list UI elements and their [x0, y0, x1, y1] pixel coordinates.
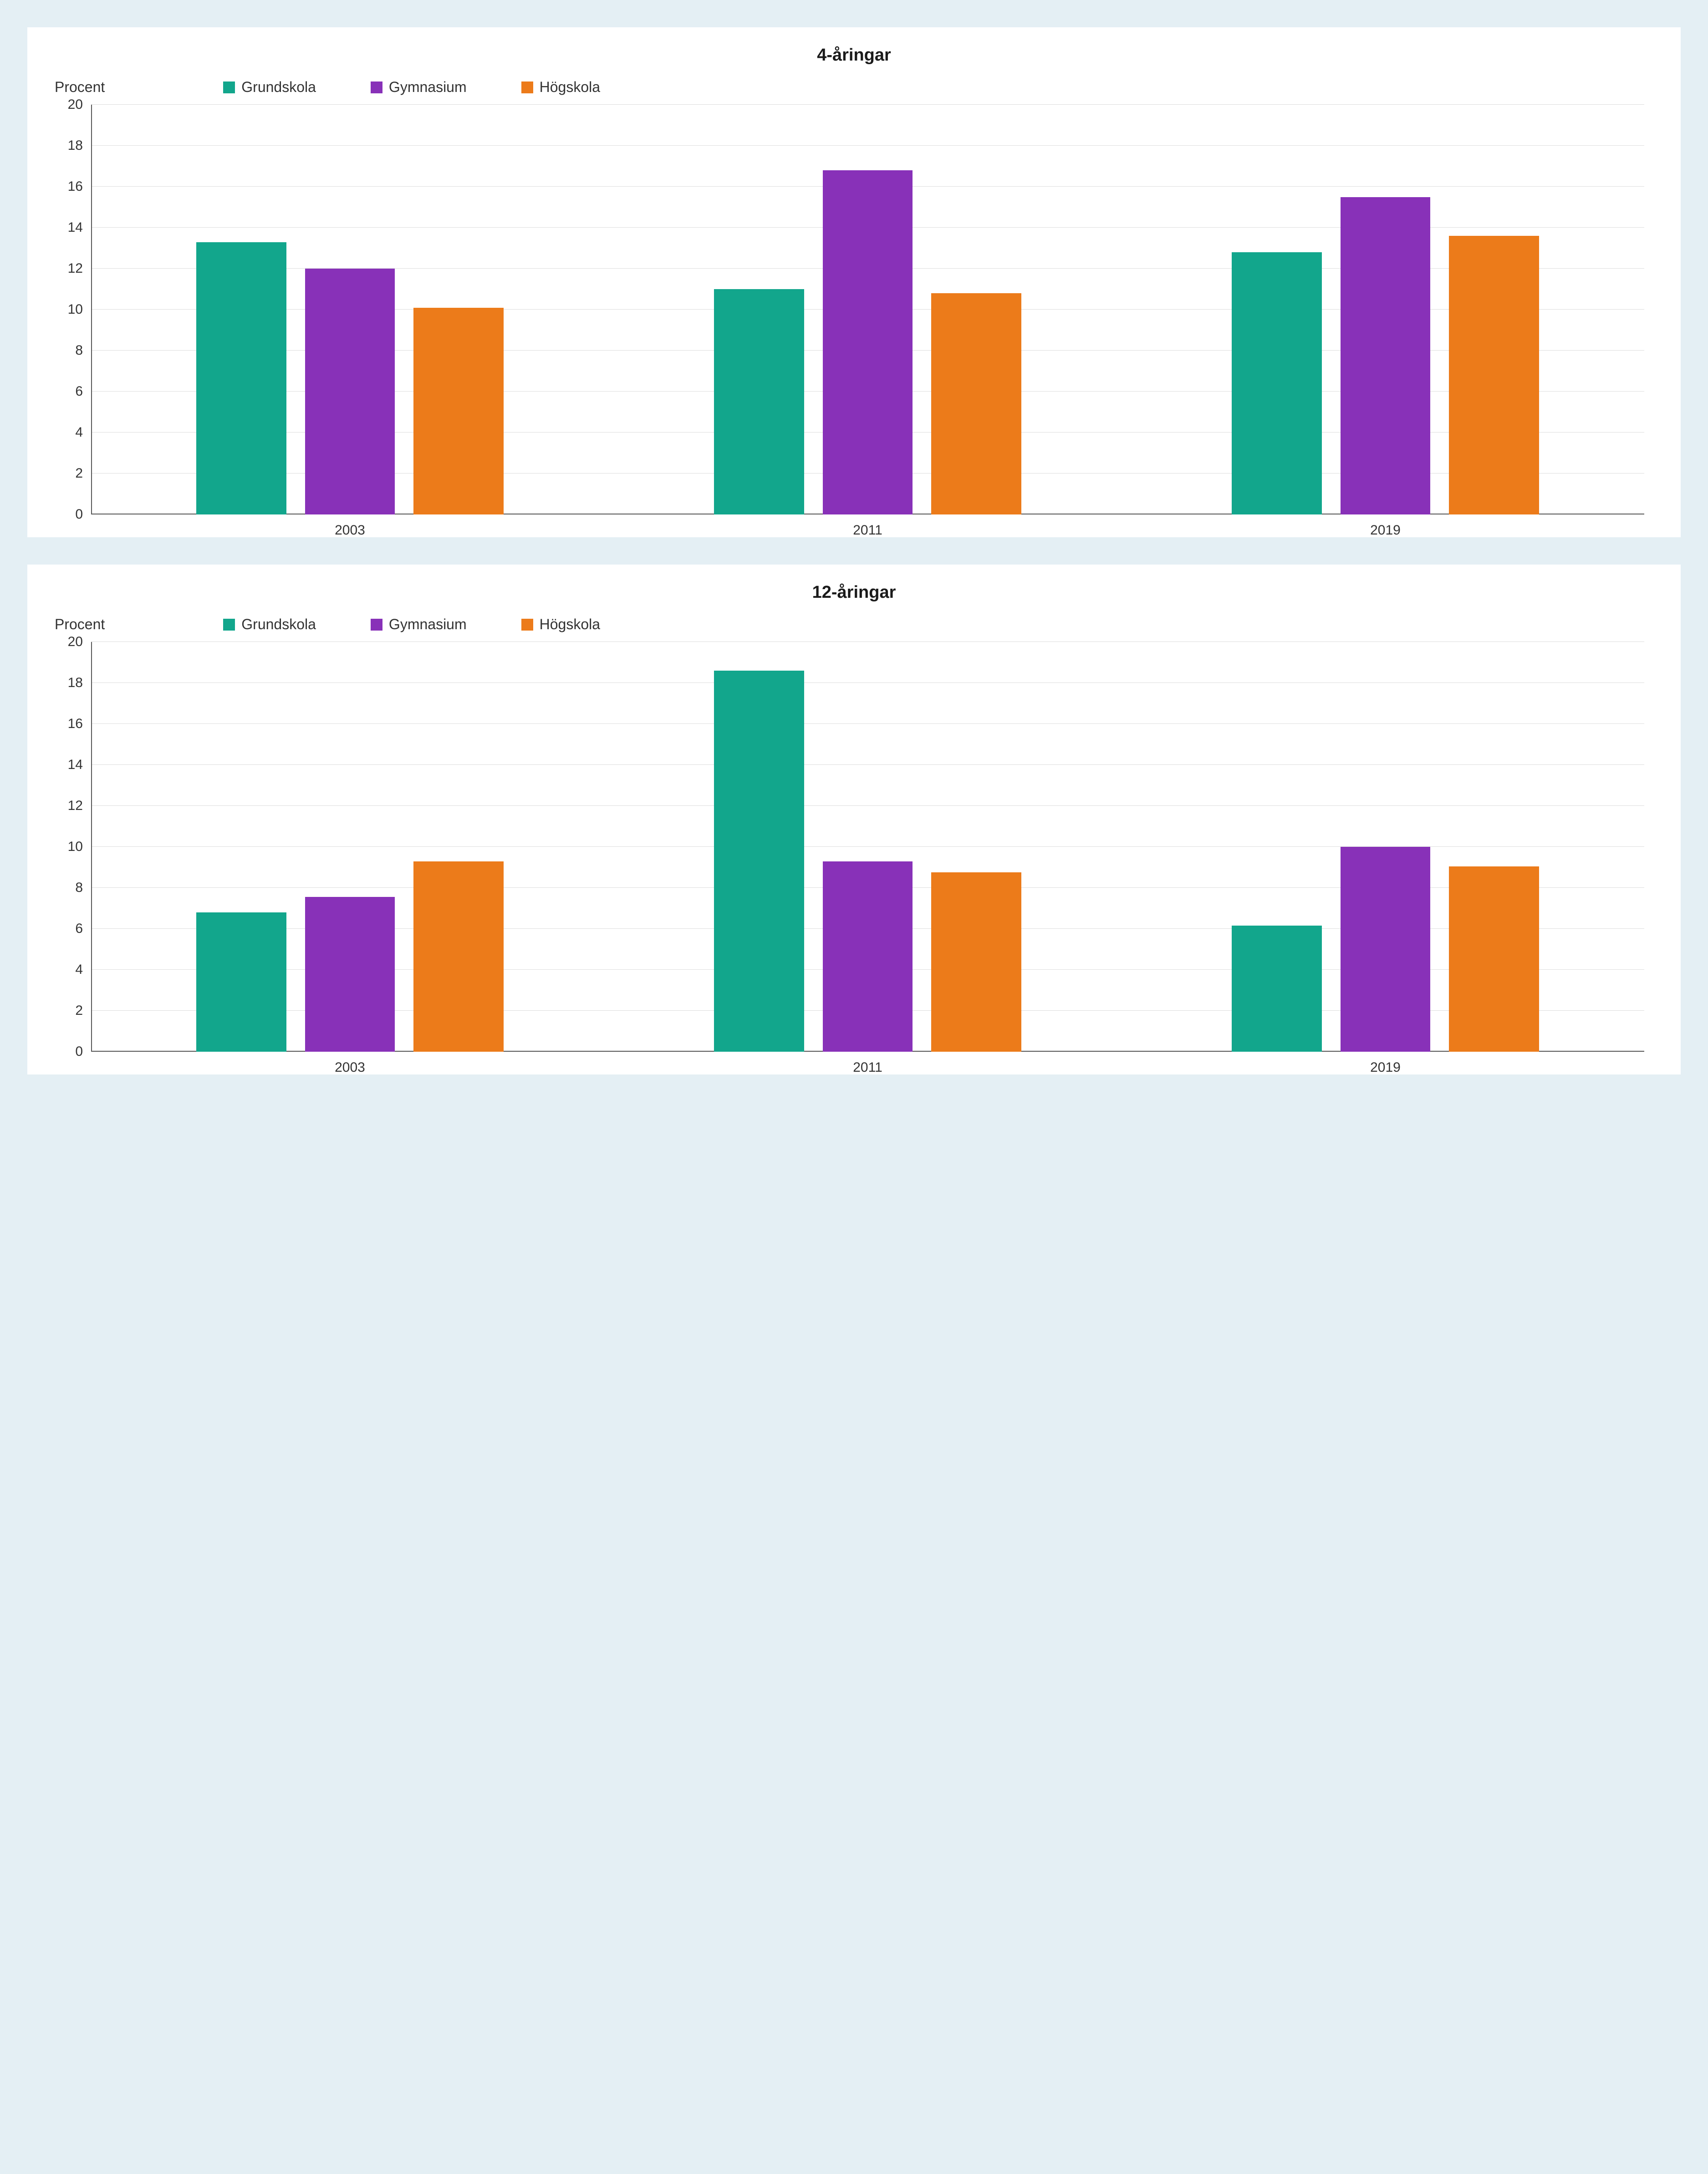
legend-swatch-hogskola — [521, 619, 533, 631]
bar-hogskola — [931, 872, 1021, 1052]
bar-grundskola — [714, 671, 804, 1052]
x-tick-label: 2003 — [335, 1052, 365, 1075]
legend-item-grundskola: Grundskola — [223, 79, 316, 96]
y-tick-label: 14 — [68, 220, 91, 235]
y-axis-label: Procent — [55, 616, 105, 633]
x-tick-label: 2011 — [853, 514, 882, 538]
bar-gymnasium — [823, 170, 913, 514]
grid-line — [91, 723, 1644, 724]
bar-hogskola — [413, 861, 504, 1052]
y-tick-label: 4 — [75, 962, 91, 978]
legend-label-gymnasium: Gymnasium — [389, 616, 467, 633]
legend-label-hogskola: Högskola — [540, 616, 600, 633]
legend-label-grundskola: Grundskola — [241, 616, 316, 633]
legend-item-grundskola: Grundskola — [223, 616, 316, 633]
x-tick-label: 2011 — [853, 1052, 882, 1075]
legend-label-gymnasium: Gymnasium — [389, 79, 467, 96]
y-tick-label: 8 — [75, 343, 91, 358]
plot-area: 02468101214161820200320112019 — [91, 105, 1644, 514]
bar-hogskola — [413, 308, 504, 515]
legend-label-grundskola: Grundskola — [241, 79, 316, 96]
y-tick-label: 0 — [75, 1044, 91, 1059]
y-axis-line — [91, 642, 92, 1052]
legend-swatch-grundskola — [223, 81, 235, 93]
page-container: 4-åringar Procent Grundskola Gymnasium H… — [0, 0, 1708, 1129]
x-tick-label: 2003 — [335, 514, 365, 538]
bar-grundskola — [196, 912, 286, 1052]
y-tick-label: 12 — [68, 261, 91, 276]
bar-gymnasium — [305, 897, 395, 1052]
y-tick-label: 10 — [68, 302, 91, 317]
grid-line — [91, 145, 1644, 146]
grid-line — [91, 805, 1644, 806]
plot-area: 02468101214161820200320112019 — [91, 642, 1644, 1052]
bar-gymnasium — [1341, 197, 1431, 515]
legend-items: Grundskola Gymnasium Högskola — [223, 79, 600, 96]
legend-swatch-grundskola — [223, 619, 235, 631]
legend-item-hogskola: Högskola — [521, 616, 600, 633]
y-tick-label: 10 — [68, 839, 91, 855]
chart-title: 4-åringar — [55, 46, 1653, 65]
legend-item-gymnasium: Gymnasium — [371, 616, 467, 633]
y-tick-label: 14 — [68, 757, 91, 773]
bar-gymnasium — [305, 269, 395, 514]
bar-hogskola — [1449, 236, 1539, 514]
bar-grundskola — [1232, 926, 1322, 1052]
bar-hogskola — [931, 293, 1021, 514]
y-tick-label: 20 — [68, 634, 91, 650]
legend-row: Procent Grundskola Gymnasium Högskola — [55, 616, 1653, 633]
legend-label-hogskola: Högskola — [540, 79, 600, 96]
y-tick-label: 18 — [68, 675, 91, 691]
bar-gymnasium — [823, 861, 913, 1052]
legend-items: Grundskola Gymnasium Högskola — [223, 616, 600, 633]
y-tick-label: 2 — [75, 1003, 91, 1018]
y-tick-label: 6 — [75, 384, 91, 399]
grid-line — [91, 764, 1644, 765]
y-tick-label: 12 — [68, 798, 91, 814]
x-tick-label: 2019 — [1370, 1052, 1401, 1075]
legend-item-gymnasium: Gymnasium — [371, 79, 467, 96]
chart-panel-12aringar: 12-åringar Procent Grundskola Gymnasium … — [27, 565, 1681, 1074]
grid-line — [91, 682, 1644, 683]
legend-swatch-gymnasium — [371, 619, 382, 631]
y-tick-label: 2 — [75, 466, 91, 481]
legend-item-hogskola: Högskola — [521, 79, 600, 96]
y-tick-label: 16 — [68, 179, 91, 194]
y-axis-line — [91, 105, 92, 514]
bar-grundskola — [1232, 252, 1322, 514]
y-tick-label: 0 — [75, 507, 91, 522]
y-tick-label: 20 — [68, 97, 91, 112]
x-tick-label: 2019 — [1370, 514, 1401, 538]
bar-gymnasium — [1341, 847, 1431, 1052]
y-axis-label: Procent — [55, 79, 105, 96]
chart-panel-4aringar: 4-åringar Procent Grundskola Gymnasium H… — [27, 27, 1681, 537]
y-tick-label: 8 — [75, 880, 91, 896]
grid-line — [91, 104, 1644, 105]
legend-swatch-hogskola — [521, 81, 533, 93]
y-tick-label: 18 — [68, 138, 91, 153]
bar-grundskola — [196, 242, 286, 515]
chart-title: 12-åringar — [55, 583, 1653, 602]
y-tick-label: 4 — [75, 425, 91, 440]
y-tick-label: 16 — [68, 716, 91, 732]
y-tick-label: 6 — [75, 921, 91, 937]
legend-swatch-gymnasium — [371, 81, 382, 93]
bar-grundskola — [714, 289, 804, 514]
legend-row: Procent Grundskola Gymnasium Högskola — [55, 79, 1653, 96]
bar-hogskola — [1449, 866, 1539, 1052]
